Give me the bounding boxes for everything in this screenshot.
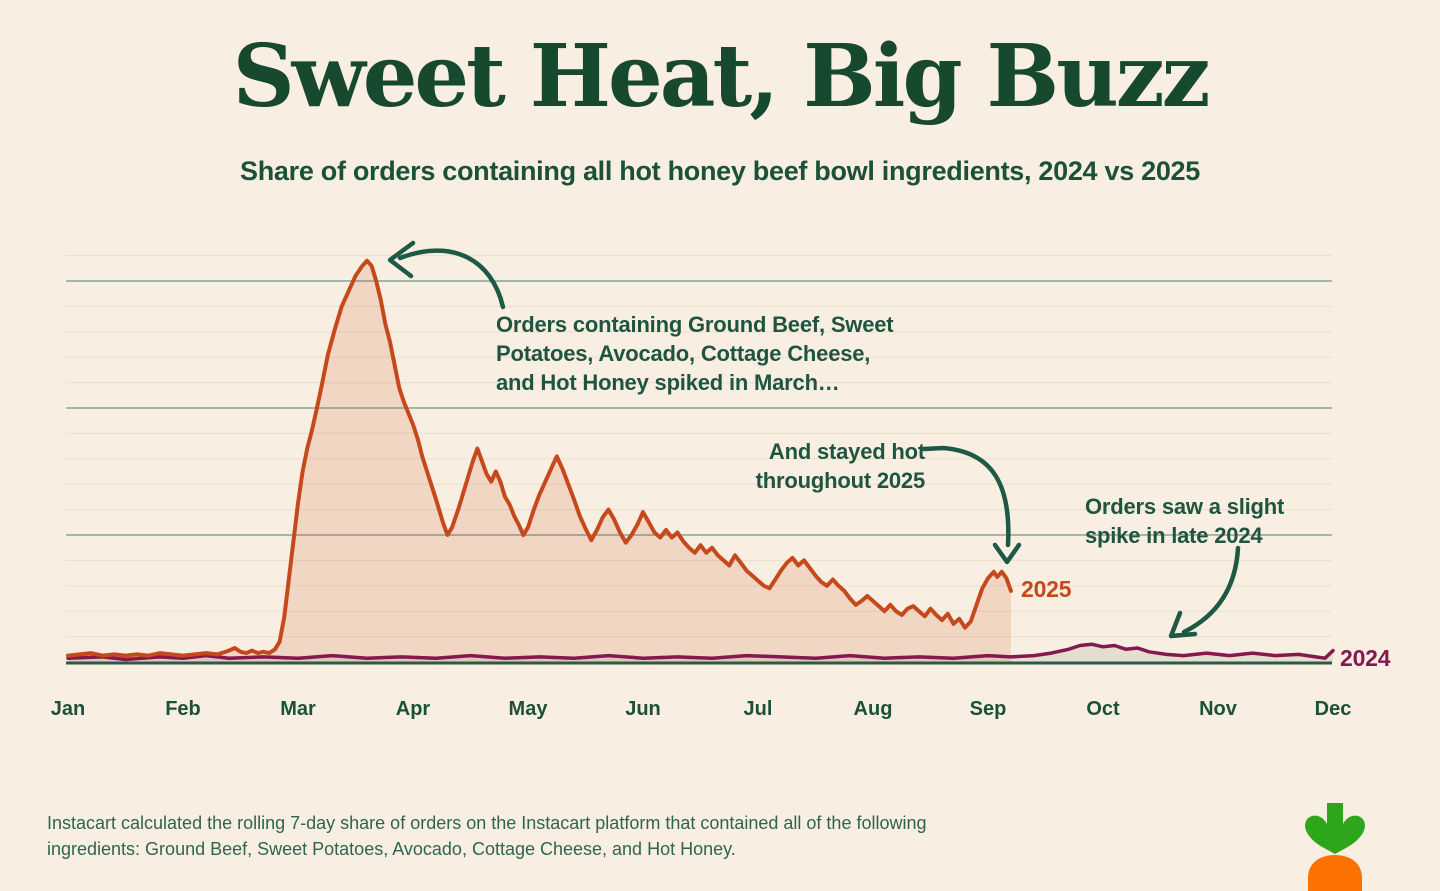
- page-subtitle: Share of orders containing all hot honey…: [240, 156, 1200, 186]
- annotation-march-spike: Orders containing Ground Beef, Sweet Pot…: [496, 312, 894, 395]
- annotation-arrow-march-spike-head: [387, 240, 416, 279]
- methodology-footnote: Instacart calculated the rolling 7-day s…: [47, 813, 927, 859]
- x-axis-label: Oct: [1086, 698, 1120, 720]
- area-fill-2025: [68, 260, 1011, 662]
- annotation-arrow-stayed-hot: [921, 445, 1011, 548]
- chart-plot-layer: [66, 255, 1335, 665]
- series-label-2024: 2024: [1340, 645, 1391, 671]
- annotation-arrow-late-2024-head: [1168, 610, 1198, 639]
- instacart-carrot-logo: [1305, 803, 1365, 891]
- x-axis-label: Aug: [853, 698, 893, 720]
- series-label-2025: 2025: [1021, 576, 1072, 602]
- x-axis-label: Nov: [1199, 698, 1237, 720]
- x-axis-label: Jan: [50, 698, 86, 720]
- x-axis-labels: Jan Feb Mar Apr May Jun Jul Aug Sep Oct Nov Dec: [0, 698, 1440, 724]
- annotation-stayed-hot: And stayed hot throughout 2025: [755, 439, 926, 493]
- x-axis-label: May: [508, 698, 548, 720]
- x-axis-label: Jul: [743, 698, 773, 720]
- x-axis-label: Jun: [625, 698, 661, 720]
- series-line-2024: [66, 642, 1335, 662]
- x-axis-label: Feb: [165, 698, 201, 720]
- x-axis-label: Mar: [280, 698, 316, 720]
- annotation-late-2024-spike: Orders saw a slight spike in late 2024: [1085, 494, 1285, 548]
- x-axis-label: Apr: [395, 698, 431, 720]
- x-axis-label: Sep: [969, 698, 1007, 720]
- annotation-arrow-stayed-hot-head: [992, 542, 1022, 565]
- page-title: Sweet Heat, Big Buzz: [232, 26, 1211, 127]
- x-axis-label: Dec: [1314, 698, 1352, 720]
- annotation-arrow-late-2024: [1181, 545, 1241, 635]
- carrot-leaf-arrow-icon: [1305, 803, 1365, 854]
- series-line-2025: [66, 258, 1013, 658]
- carrot-body-icon: [1308, 855, 1362, 891]
- annotation-arrow-march-spike: [397, 248, 506, 310]
